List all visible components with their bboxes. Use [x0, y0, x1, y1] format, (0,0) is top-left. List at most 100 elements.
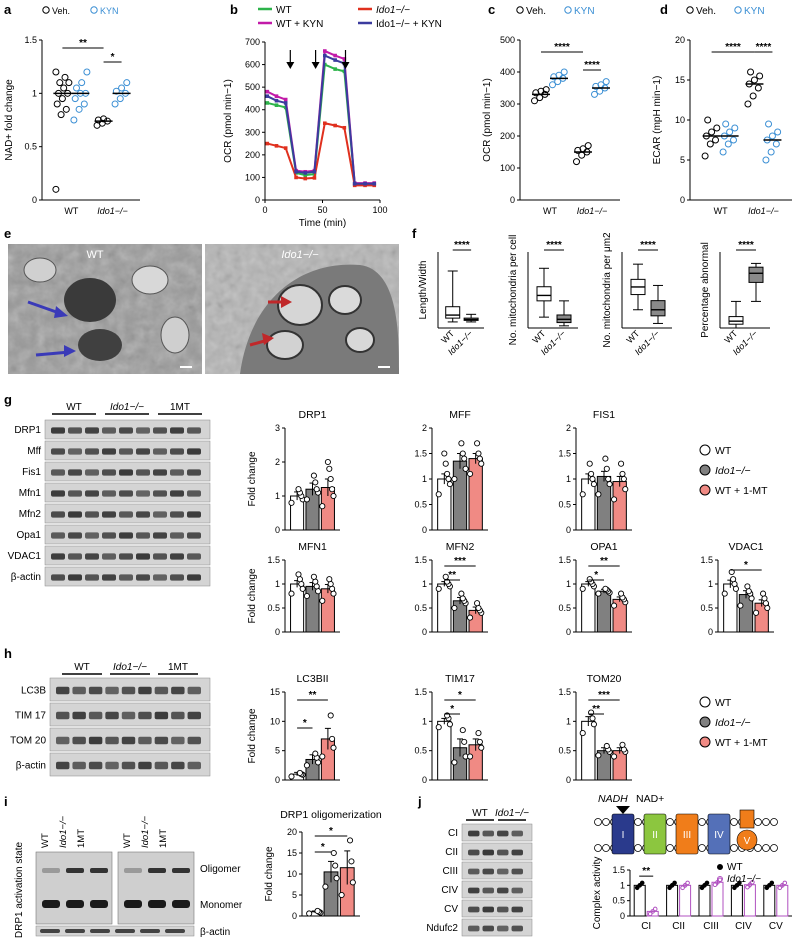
- data-point-veh: [542, 86, 550, 94]
- y-tick-label: 400: [245, 105, 260, 115]
- legend-d: Veh. KYN: [686, 6, 765, 17]
- series-point: [283, 97, 288, 102]
- data-point: [618, 590, 625, 597]
- blot-band: [105, 711, 119, 720]
- data-point: [639, 880, 645, 886]
- data-point-kyn: [726, 128, 734, 136]
- em-ido1-mitochondrion: [345, 327, 375, 353]
- data-point: [349, 879, 356, 886]
- y-tick-label: 0: [275, 775, 280, 785]
- y-tick-label: 0: [32, 195, 37, 205]
- y-tick-label: 400: [500, 67, 515, 77]
- x-tick-label: Ido1−/−: [97, 206, 128, 216]
- blot-band-oligomer: [42, 868, 60, 873]
- data-point: [476, 455, 483, 462]
- blot-row-label: CIV: [441, 885, 458, 896]
- membrane-lipid: [770, 818, 778, 826]
- chart-g-drp1: 0 1 2 3 Fold change DRP1: [247, 409, 340, 535]
- data-point-kyn: [762, 156, 770, 164]
- significance-label: ****: [584, 60, 600, 71]
- y-tick-label: 0.5: [558, 746, 571, 756]
- x-tick-label: CV: [769, 921, 783, 932]
- data-point: [579, 491, 586, 498]
- series-line: [266, 54, 375, 185]
- bar: [730, 884, 743, 917]
- blot-band: [497, 849, 509, 856]
- blot-row-label: LC3B: [21, 686, 46, 697]
- x-tick-label: 50: [317, 205, 327, 215]
- y-tick-label: 1.5: [558, 555, 571, 565]
- data-point-kyn: [70, 116, 78, 124]
- y-tick-label: 15: [270, 687, 280, 697]
- panel-label-c: c: [488, 2, 495, 17]
- legend-label: WT: [715, 445, 732, 457]
- em-wt-mitochondrion: [78, 329, 122, 361]
- blot-band: [51, 490, 65, 497]
- blot-band: [51, 469, 65, 476]
- y-tick-label: 1.5: [700, 555, 713, 565]
- blot-band: [468, 830, 480, 837]
- y-tick-label: 0.5: [558, 500, 571, 510]
- chart-title: VDAC1: [728, 541, 763, 553]
- blot-band: [56, 686, 70, 695]
- data-point: [602, 455, 609, 462]
- data-point: [451, 759, 458, 766]
- data-point-veh: [744, 100, 752, 108]
- blot-band-oligomer: [66, 868, 84, 873]
- y-tick-label: 700: [245, 37, 260, 47]
- data-point-veh: [754, 84, 762, 92]
- blot-row-label: VDAC1: [8, 551, 42, 562]
- data-point-kyn: [767, 148, 775, 156]
- blot-group-label: Ido1−/−: [495, 808, 529, 819]
- blot-band: [56, 711, 70, 720]
- legend-marker: [699, 444, 711, 456]
- blot-strip: [461, 899, 533, 918]
- data-point: [753, 609, 760, 616]
- blot-band: [170, 490, 184, 497]
- y-axis-title: No. mitochondria per cell: [508, 235, 519, 346]
- blot-group-label: 1MT: [170, 402, 190, 413]
- legend-c: Veh. KYN: [516, 6, 595, 17]
- membrane-lipid: [770, 844, 778, 852]
- blot-band-monomer: [90, 900, 108, 908]
- data-point: [478, 744, 485, 751]
- data-point: [303, 496, 310, 503]
- blot-ylabel: DRP1 activation state: [14, 841, 25, 938]
- blot-band-oligomer: [124, 868, 142, 873]
- blot-group-label: Ido1−/−: [110, 402, 144, 413]
- data-point: [590, 481, 597, 488]
- data-point: [330, 849, 337, 857]
- blot-row-label: CI: [448, 828, 458, 839]
- data-point: [590, 721, 597, 728]
- data-point: [618, 460, 625, 467]
- blot-band: [85, 490, 99, 497]
- blot-row-label: DRP1: [14, 425, 41, 436]
- data-point: [327, 712, 334, 719]
- chart-b-ocr-time: 0 100 200 300 400 500 600 700 OCR (pmol min−1) 0 5…: [223, 37, 388, 229]
- legend-kyn-marker: [564, 6, 572, 14]
- blot-band: [51, 511, 65, 518]
- x-tick-label: 100: [372, 205, 387, 215]
- blot-band: [68, 532, 82, 539]
- data-point: [586, 460, 593, 467]
- blot-band: [497, 868, 509, 875]
- y-tick-label: 0.5: [414, 603, 427, 613]
- blot-band: [171, 736, 185, 745]
- em-wt-vesicle: [160, 316, 190, 354]
- data-point: [782, 880, 788, 886]
- blot-band: [102, 532, 116, 539]
- y-tick-label: 0: [708, 627, 713, 637]
- blot-band: [187, 532, 201, 539]
- legend-kyn-label: KYN: [744, 6, 765, 17]
- blot-band-monomer: [66, 900, 84, 908]
- blot-band: [171, 761, 185, 770]
- data-point: [446, 481, 453, 488]
- data-point: [295, 571, 302, 578]
- series-point: [323, 121, 327, 126]
- blot-band-actin: [90, 929, 110, 933]
- complex-label: II: [652, 830, 658, 841]
- series-point: [342, 125, 347, 130]
- box-iqr: [536, 286, 552, 302]
